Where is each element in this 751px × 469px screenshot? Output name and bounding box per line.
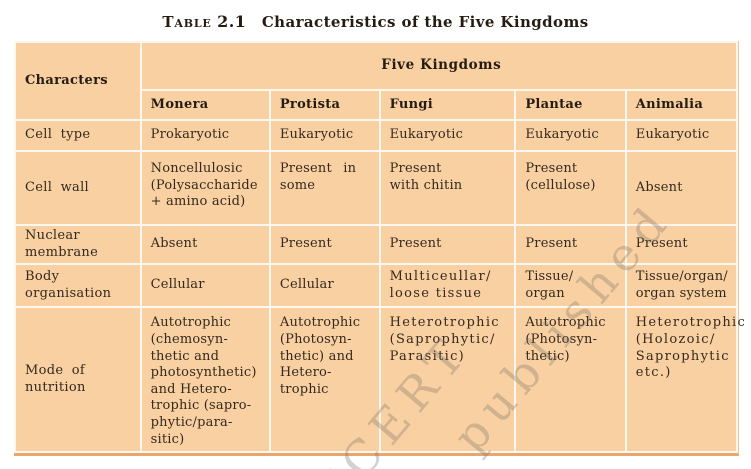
- table-cell: Heterotrophic (Holozoic/ Saprophytic etc…: [624, 306, 745, 454]
- table-cell: Autotrophic (Photosyn- thetic) and Heter…: [268, 306, 381, 454]
- kingdom-header-protista: Protista: [268, 89, 381, 121]
- row-header-cell: Cell type: [14, 119, 142, 152]
- table-cell: Present: [268, 223, 381, 266]
- table-cell: Present with chitin: [378, 150, 517, 226]
- kingdom-header-animalia: Animalia: [624, 89, 739, 121]
- characteristics-table: Characters Five Kingdoms Monera Protista…: [14, 41, 745, 454]
- characters-header-cell: Characters: [14, 41, 142, 121]
- table-cell: Eukaryotic: [514, 119, 627, 152]
- row-header-cell: Body organisation: [14, 263, 142, 309]
- table-title-label: Table: [162, 13, 212, 31]
- table-cell: Absent: [624, 150, 739, 226]
- table-cell: Eukaryotic: [268, 119, 381, 152]
- table-cell: Present: [624, 223, 739, 266]
- table-cell: Multiceullar/ loose tissue: [378, 263, 517, 309]
- row-cell-type: Cell type Prokaryotic Eukaryotic Eukaryo…: [14, 119, 739, 152]
- row-body-organisation: Body organisation Cellular Cellular Mult…: [14, 263, 739, 309]
- five-kingdoms-header-cell: Five Kingdoms: [139, 41, 739, 91]
- kingdom-header-plantae: Plantae: [514, 89, 627, 121]
- row-nuclear-membrane: Nuclear membrane Absent Present Present …: [14, 223, 739, 266]
- table-title-text: Characteristics of the Five Kingdoms: [261, 13, 589, 31]
- row-header-cell: Cell wall: [14, 150, 142, 226]
- row-header-cell: Mode of nutrition: [14, 306, 142, 454]
- table-cell: Prokaryotic: [139, 119, 271, 152]
- table-cell: Noncellulosic (Polysaccharide + amino ac…: [139, 150, 271, 226]
- table-cell: Present (cellulose): [514, 150, 627, 226]
- table-cell: Eukaryotic: [624, 119, 739, 152]
- kingdom-header-fungi: Fungi: [378, 89, 517, 121]
- header-row-kingdoms: Monera Protista Fungi Plantae Animalia: [15, 89, 739, 121]
- table-cell: Cellular: [139, 263, 271, 309]
- table-title: Table 2.1 Characteristics of the Five Ki…: [0, 12, 751, 31]
- row-mode-of-nutrition: Mode of nutrition Autotrophic (chemosyn-…: [14, 306, 745, 454]
- row-header-cell: Nuclear membrane: [14, 223, 142, 266]
- table-cell: Tissue/ organ: [514, 263, 627, 309]
- table-cell: Heterotrophic (Saprophytic/ Parasitic): [378, 306, 517, 454]
- table-cell: Autotrophic (Photosyn- thetic): [514, 306, 627, 454]
- table-cell: Absent: [139, 223, 271, 266]
- table-cell: Cellular: [268, 263, 381, 309]
- table-cell: Autotrophic (chemosyn- thetic and photos…: [139, 306, 271, 454]
- header-row-group: Characters Five Kingdoms: [14, 41, 739, 121]
- table-cell: Present: [378, 223, 517, 266]
- kingdom-header-monera: Monera: [139, 89, 271, 121]
- table-cell: Eukaryotic: [378, 119, 517, 152]
- table-cell: Tissue/organ/ organ system: [624, 263, 739, 309]
- table-title-number: 2.1: [217, 12, 247, 31]
- row-cell-wall: Cell wall Noncellulosic (Polysaccharide …: [14, 150, 739, 226]
- table-cell: Present in some: [268, 150, 381, 226]
- five-kingdoms-table: Characters Five Kingdoms Monera Protista…: [14, 41, 745, 457]
- table-cell: Present: [514, 223, 627, 266]
